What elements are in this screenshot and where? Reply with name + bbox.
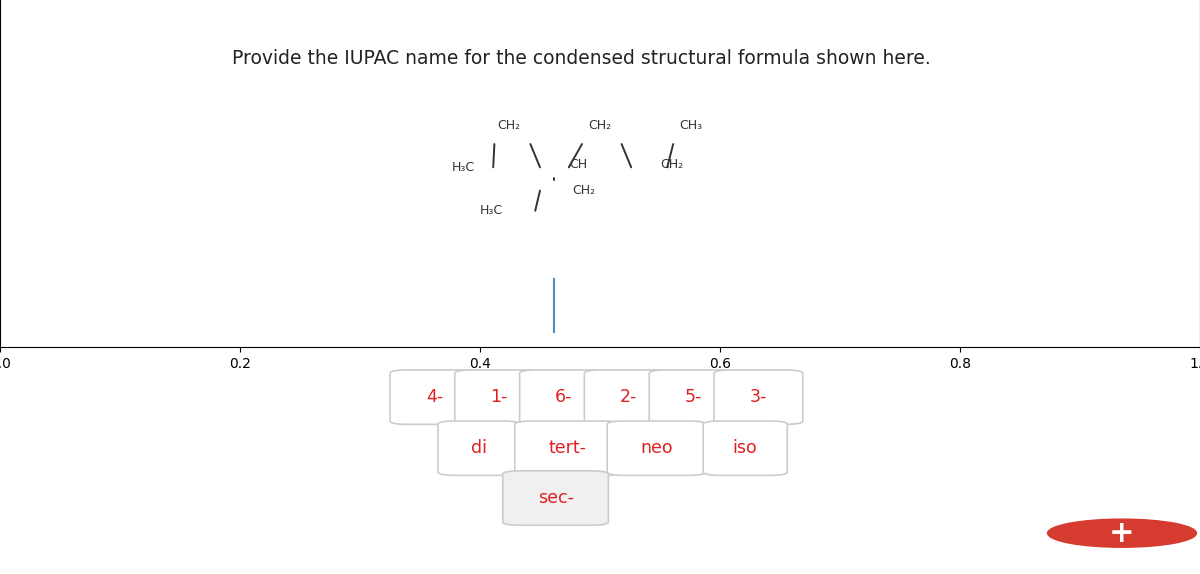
Text: +: +: [1109, 519, 1135, 548]
Text: 1-: 1-: [491, 388, 508, 406]
Text: Submit: Submit: [1111, 10, 1170, 28]
Circle shape: [1048, 519, 1196, 547]
Text: di: di: [470, 439, 487, 457]
FancyBboxPatch shape: [584, 370, 673, 424]
Text: CH₂: CH₂: [660, 158, 683, 170]
FancyBboxPatch shape: [714, 370, 803, 424]
Text: tert-: tert-: [548, 439, 587, 457]
Text: Question 31 of 36: Question 31 of 36: [526, 10, 674, 28]
Text: 5-: 5-: [685, 388, 702, 406]
FancyBboxPatch shape: [649, 370, 738, 424]
FancyBboxPatch shape: [455, 370, 544, 424]
Text: 6-: 6-: [556, 388, 572, 406]
Text: Provide the IUPAC name for the condensed structural formula shown here.: Provide the IUPAC name for the condensed…: [232, 49, 930, 68]
Text: 3-: 3-: [750, 388, 767, 406]
Text: CH₂: CH₂: [497, 119, 521, 131]
FancyBboxPatch shape: [390, 370, 479, 424]
Text: neo: neo: [640, 439, 673, 457]
FancyBboxPatch shape: [515, 421, 620, 475]
Text: CH₃: CH₃: [679, 119, 703, 131]
Text: iso: iso: [733, 439, 757, 457]
FancyBboxPatch shape: [438, 421, 520, 475]
Text: CH: CH: [569, 158, 587, 170]
Text: H₃C: H₃C: [480, 204, 503, 218]
Text: ‹: ‹: [30, 6, 40, 30]
Text: 4-: 4-: [426, 388, 443, 406]
FancyBboxPatch shape: [520, 370, 608, 424]
Text: CH₂: CH₂: [572, 184, 595, 197]
Text: CH₂: CH₂: [588, 119, 612, 131]
Text: sec-: sec-: [538, 489, 574, 507]
Text: 2-: 2-: [620, 388, 637, 406]
FancyBboxPatch shape: [703, 421, 787, 475]
FancyBboxPatch shape: [503, 471, 608, 525]
Text: H₃C: H₃C: [452, 161, 475, 174]
FancyBboxPatch shape: [607, 421, 706, 475]
